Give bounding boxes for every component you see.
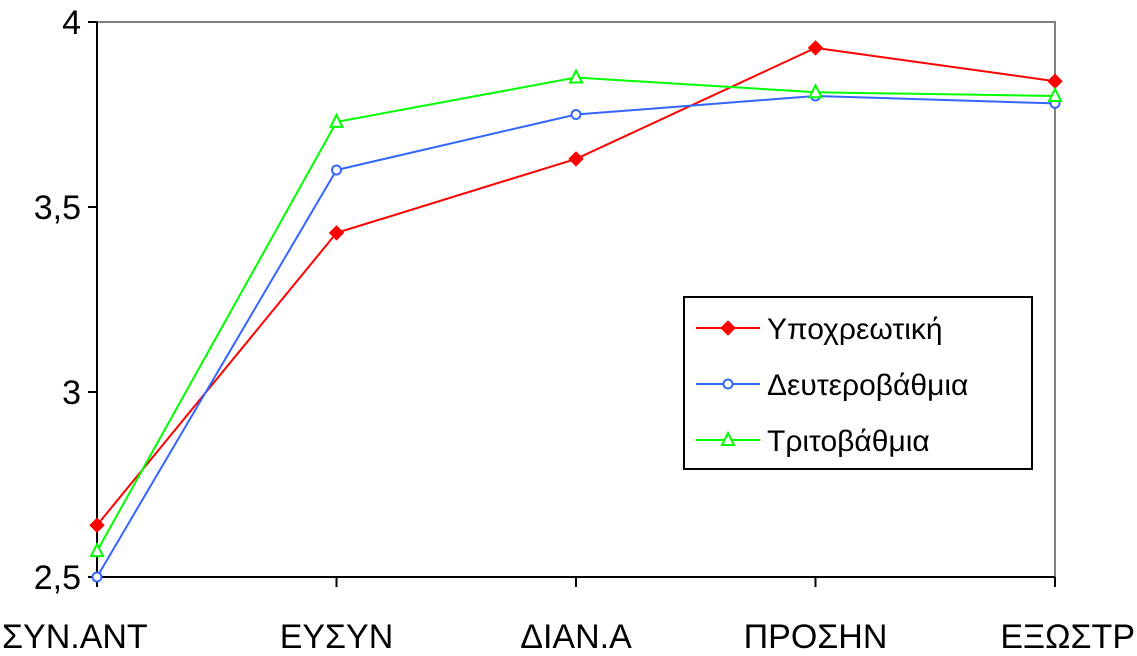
x-tick-label: ΔΙΑΝ.Α [520,618,632,656]
data-point-diamond [89,517,105,533]
series-layer [89,40,1063,583]
x-tick-label: ΣΥΝ.ΑΝΤ [2,618,148,656]
data-point-triangle [807,83,824,99]
data-point-triangle [328,112,345,128]
x-tick-label: ΕΞΩΣΤΡ [1000,618,1135,656]
data-point-diamond [807,40,824,56]
legend-item: Τριτοβάθμια [696,425,930,458]
legend: Υποχρεωτική Δευτεροβάθμια Τριτοβάθμια [683,296,1033,470]
y-tick-label: 4 [62,4,81,42]
x-tick-label: ΠΡΟΣΗΝ [744,618,888,656]
legend-label: Τριτοβάθμια [767,425,930,458]
y-tick-label: 2,5 [34,559,81,597]
data-point-circle [722,378,734,390]
data-point-circle [91,571,103,583]
data-point-diamond [1047,73,1063,89]
series-3 [89,68,1063,558]
data-point-triangle [720,430,736,446]
y-tick-label: 3 [62,374,81,412]
x-tick-label: ΕΥΣΥΝ [280,618,394,656]
y-tick-label: 3,5 [34,189,81,227]
legend-item: Δευτεροβάθμια [696,369,968,402]
data-point-triangle [1047,86,1063,102]
axes: 2,5 3 3,5 4 ΣΥΝ.ΑΝΤ ΕΥΣΥΝ ΔΙΑΝ.Α ΠΡΟΣΗΝ ΕΞΩΣΤΡ [2,4,1135,656]
data-point-circle [570,109,582,120]
data-point-triangle [568,68,584,84]
data-point-diamond [568,151,584,167]
data-point-diamond [328,225,345,241]
legend-item: Υποχρεωτική [696,313,943,346]
data-point-triangle [89,541,105,558]
data-point-circle [331,164,342,176]
legend-label: Δευτεροβάθμια [767,369,968,402]
legend-label: Υποχρεωτική [767,313,943,346]
data-point-diamond [720,320,736,336]
